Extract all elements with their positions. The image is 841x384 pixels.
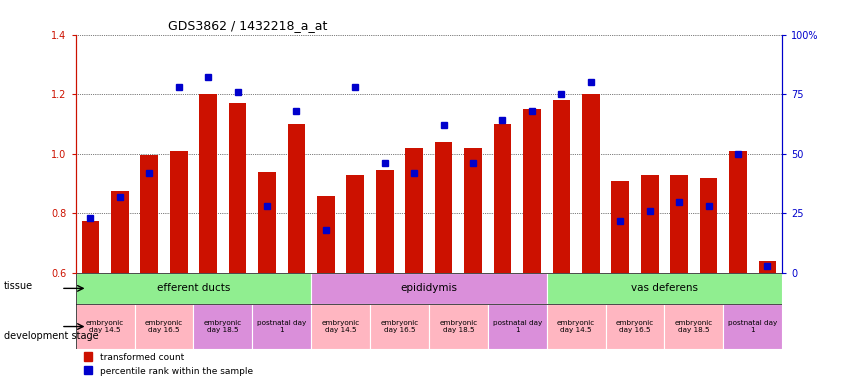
Bar <box>76 273 311 304</box>
Bar <box>494 124 511 273</box>
Legend: transformed count, percentile rank within the sample: transformed count, percentile rank withi… <box>80 350 257 379</box>
Text: postnatal day
1: postnatal day 1 <box>728 320 777 333</box>
Text: embryonic
day 16.5: embryonic day 16.5 <box>145 320 183 333</box>
Bar <box>464 148 482 273</box>
Text: postnatal day
1: postnatal day 1 <box>493 320 542 333</box>
Text: efferent ducts: efferent ducts <box>156 283 230 293</box>
Bar <box>82 221 99 273</box>
Bar <box>723 304 782 349</box>
Bar <box>199 94 217 273</box>
Bar <box>376 170 394 273</box>
Bar <box>311 273 547 304</box>
Bar <box>252 304 311 349</box>
Bar <box>582 94 600 273</box>
Text: development stage: development stage <box>4 331 99 341</box>
Bar <box>664 304 723 349</box>
Bar <box>611 180 629 273</box>
Bar <box>405 148 423 273</box>
Bar <box>111 191 129 273</box>
Text: tissue: tissue <box>4 281 34 291</box>
Bar <box>170 151 188 273</box>
Bar <box>435 142 452 273</box>
Bar <box>547 304 606 349</box>
Bar <box>670 175 688 273</box>
Bar <box>729 151 747 273</box>
Bar <box>553 100 570 273</box>
Bar <box>140 155 158 273</box>
Text: GDS3862 / 1432218_a_at: GDS3862 / 1432218_a_at <box>167 19 327 32</box>
Text: embryonic
day 14.5: embryonic day 14.5 <box>321 320 360 333</box>
Bar <box>370 304 429 349</box>
Bar <box>488 304 547 349</box>
Bar <box>135 304 193 349</box>
Bar <box>311 304 370 349</box>
Bar <box>258 172 276 273</box>
Bar <box>288 124 305 273</box>
Bar <box>76 304 135 349</box>
Bar <box>429 304 488 349</box>
Bar <box>317 195 335 273</box>
Text: embryonic
day 18.5: embryonic day 18.5 <box>439 320 478 333</box>
Text: vas deferens: vas deferens <box>631 283 698 293</box>
Bar <box>641 175 659 273</box>
Text: embryonic
day 14.5: embryonic day 14.5 <box>557 320 595 333</box>
Text: embryonic
day 16.5: embryonic day 16.5 <box>616 320 654 333</box>
Bar <box>346 175 364 273</box>
Bar <box>606 304 664 349</box>
Bar <box>523 109 541 273</box>
Text: embryonic
day 14.5: embryonic day 14.5 <box>86 320 124 333</box>
Text: embryonic
day 16.5: embryonic day 16.5 <box>380 320 419 333</box>
Text: postnatal day
1: postnatal day 1 <box>257 320 306 333</box>
Bar <box>547 273 782 304</box>
Text: embryonic
day 18.5: embryonic day 18.5 <box>204 320 242 333</box>
Text: embryonic
day 18.5: embryonic day 18.5 <box>674 320 713 333</box>
Bar <box>229 103 246 273</box>
Bar <box>759 261 776 273</box>
Bar <box>700 178 717 273</box>
Text: epididymis: epididymis <box>400 283 458 293</box>
Bar <box>193 304 252 349</box>
